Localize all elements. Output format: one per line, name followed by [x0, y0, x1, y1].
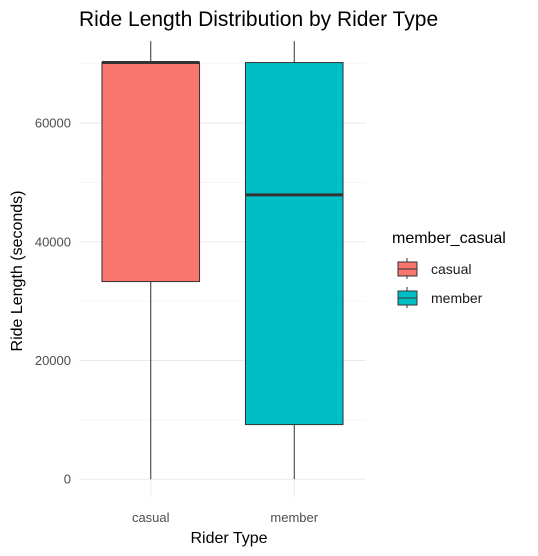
- y-tick-label: 20000: [35, 353, 71, 368]
- legend-entry-member: member: [397, 287, 483, 308]
- box-body: [244, 62, 344, 426]
- y-axis-title: Ride Length (seconds): [9, 191, 26, 352]
- legend-label: member: [431, 290, 483, 306]
- legend: member_casual casual member: [392, 230, 506, 308]
- legend-entry-casual: casual: [397, 258, 471, 279]
- box-casual: [101, 41, 201, 480]
- chart-title: Ride Length Distribution by Rider Type: [79, 8, 438, 31]
- y-tick-label: 0: [64, 472, 71, 487]
- legend-label: casual: [431, 261, 471, 277]
- y-tick-label: 40000: [35, 234, 71, 249]
- x-axis-ticks: casual member: [132, 510, 319, 525]
- box-layer: [101, 41, 344, 480]
- box-body: [101, 62, 201, 283]
- y-axis-ticks: 0 20000 40000 60000: [35, 116, 71, 487]
- y-tick-label: 60000: [35, 116, 71, 131]
- x-axis-title: Rider Type: [190, 530, 267, 547]
- box-member: [244, 41, 344, 480]
- x-tick-label: casual: [132, 510, 170, 525]
- x-tick-label: member: [270, 510, 318, 525]
- legend-title: member_casual: [392, 230, 506, 247]
